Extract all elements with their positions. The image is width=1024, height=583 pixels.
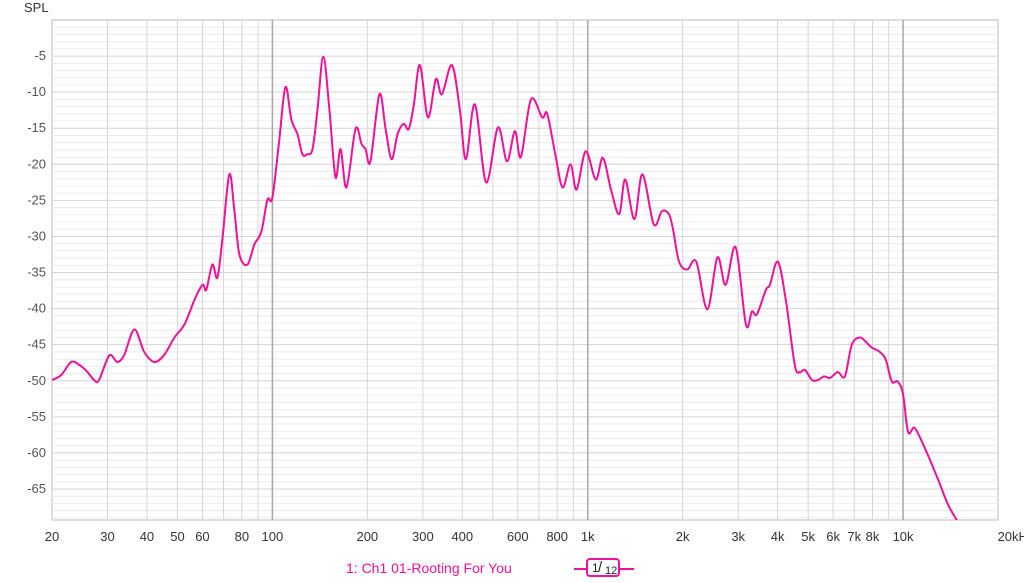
smoothing-denominator: 12 <box>605 565 618 577</box>
x-tick-label: 4k <box>771 529 785 544</box>
x-tick-label: 8k <box>866 529 880 544</box>
y-tick-label: -50 <box>27 373 46 388</box>
x-tick-label: 40 <box>140 529 154 544</box>
smoothing-selector[interactable]: 1 / 12 <box>574 557 636 579</box>
x-tick-label: 80 <box>235 529 249 544</box>
y-tick-label: -10 <box>27 84 46 99</box>
x-tick-label: 20 <box>45 529 59 544</box>
x-tick-label: 5k <box>801 529 815 544</box>
legend-line-right <box>620 568 634 570</box>
x-tick-label: 400 <box>451 529 473 544</box>
plot-frame <box>51 19 999 521</box>
y-tick-label: -15 <box>27 120 46 135</box>
x-tick-label: 60 <box>195 529 209 544</box>
x-tick-label: 50 <box>170 529 184 544</box>
x-tick-label: 3k <box>731 529 745 544</box>
x-tick-label: 300 <box>412 529 434 544</box>
x-tick-label: 100 <box>262 529 284 544</box>
y-tick-label: -20 <box>27 156 46 171</box>
legend-series-label[interactable]: 1: Ch1 01-Rooting For You <box>346 560 512 576</box>
y-tick-label: -65 <box>27 481 46 496</box>
y-axis-label: SPL <box>24 0 49 15</box>
y-tick-label: -25 <box>27 192 46 207</box>
x-tick-label: 600 <box>507 529 529 544</box>
smoothing-numerator: 1 <box>592 561 599 575</box>
y-tick-label: -35 <box>27 265 46 280</box>
x-tick-label: 30 <box>100 529 114 544</box>
x-tick-label: 2k <box>676 529 690 544</box>
x-tick-label: 10k <box>893 529 914 544</box>
y-tick-label: -55 <box>27 409 46 424</box>
y-tick-label: -5 <box>34 48 46 63</box>
y-tick-labels: -5 -10 -15 -20 -25 -30 -35 -40 -45 -50 -55 -60 -65 <box>27 48 46 496</box>
x-tick-labels: 20 30 40 50 60 80 100 200 300 400 600 800 1k 2k 3k 4k 5k… <box>45 529 1024 544</box>
x-tick-label: 6k <box>826 529 840 544</box>
smoothing-badge[interactable]: 1 / 12 <box>586 558 620 577</box>
x-tick-label: 1k <box>581 529 595 544</box>
y-tick-label: -60 <box>27 445 46 460</box>
y-tick-label: -30 <box>27 228 46 243</box>
legend-line-left <box>574 568 586 570</box>
x-tick-label: 200 <box>356 529 378 544</box>
fraction-slash: / <box>598 559 603 576</box>
grid <box>51 19 999 521</box>
x-tick-label: 800 <box>546 529 568 544</box>
y-tick-label: -40 <box>27 301 46 316</box>
x-tick-label: 7k <box>847 529 861 544</box>
series-line <box>52 55 958 520</box>
x-tick-label: 20kHz <box>998 529 1024 544</box>
y-tick-label: -45 <box>27 337 46 352</box>
